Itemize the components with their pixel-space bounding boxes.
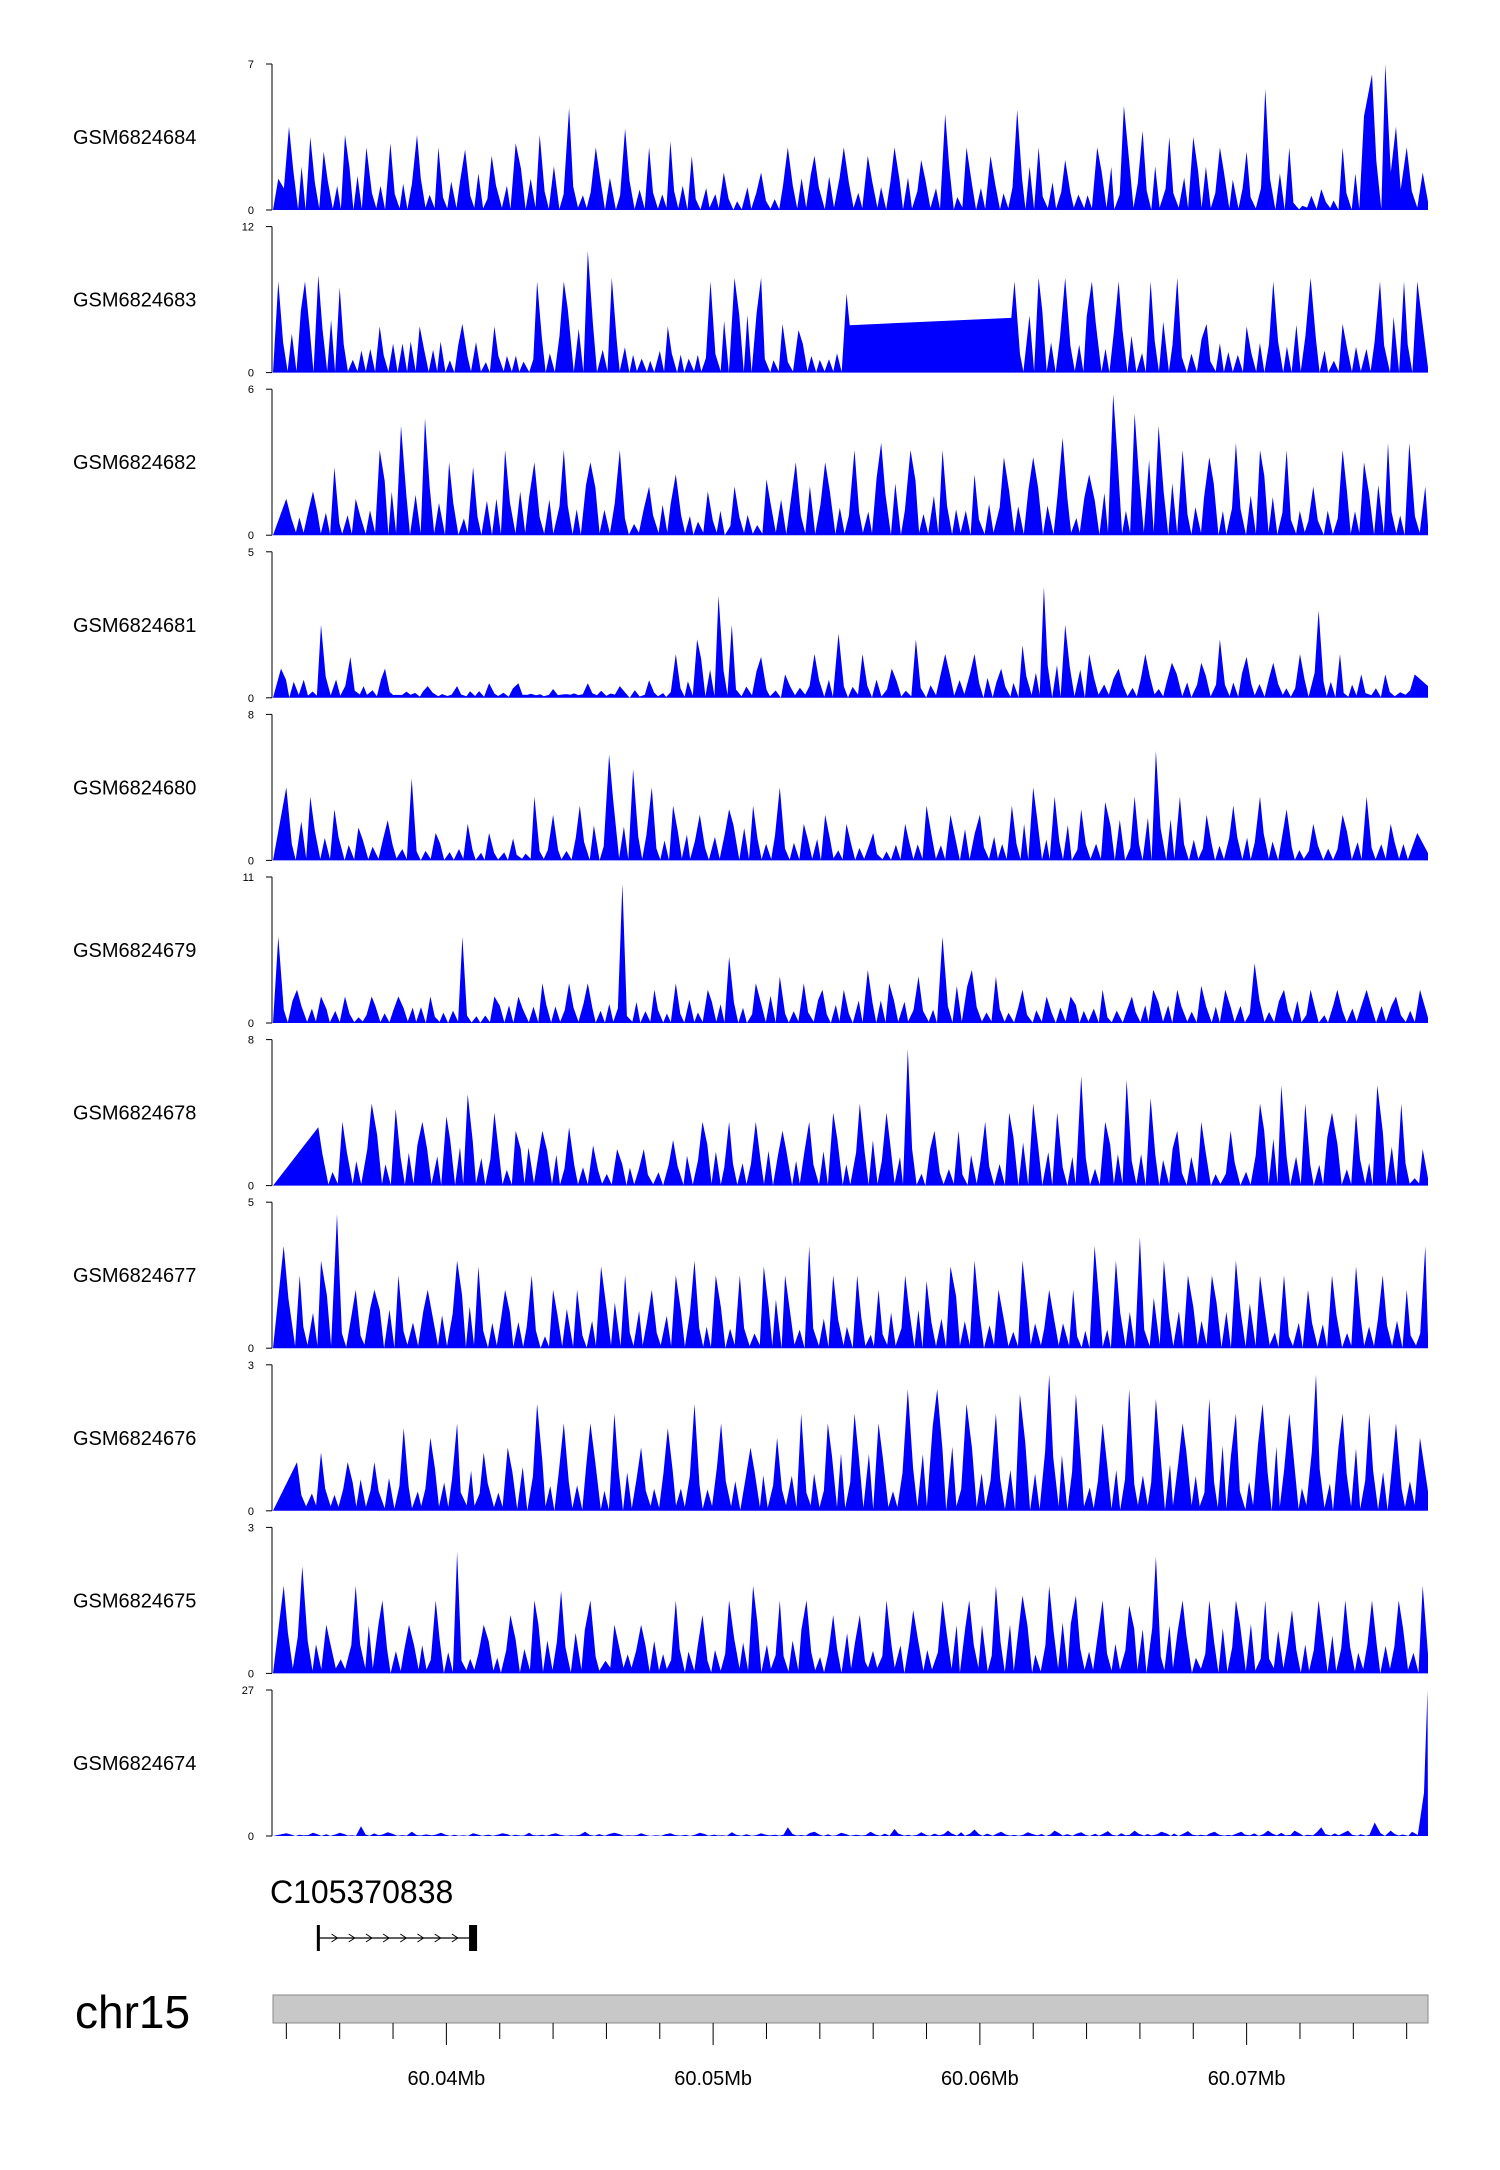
y-tick-label-max: 27 [242,1685,254,1697]
signal-area [273,586,1428,698]
y-tick-label-min: 0 [248,693,254,705]
signal-area [273,1690,1428,1836]
y-tick-label-max: 11 [243,872,254,884]
y-tick-label-max: 3 [248,1522,254,1534]
y-tick-label-max: 5 [248,1197,254,1209]
track-label: GSM6824679 [73,940,196,962]
signal-area [273,883,1428,1023]
track-GSM6824678: GSM6824678 8 0 [73,1035,1428,1193]
y-tick-label-min: 0 [248,205,254,217]
track-label: GSM6824681 [73,615,196,637]
ideogram-bar [272,1994,1429,2024]
y-tick-label-min: 0 [248,855,254,867]
track-GSM6824680: GSM6824680 8 0 [73,709,1428,867]
position-label: 60.07Mb [1208,2068,1286,2090]
gene-model [316,1925,478,1951]
track-label: GSM6824674 [73,1753,196,1775]
track-GSM6824676: GSM6824676 3 0 [73,1360,1428,1518]
track-GSM6824684: GSM6824684 7 0 [73,59,1428,217]
signal-area [273,1213,1428,1349]
track-GSM6824683: GSM6824683 12 0 [73,222,1428,380]
signal-area [273,1374,1428,1511]
signal-area [273,750,1428,861]
y-tick-label-max: 5 [248,547,254,559]
y-tick-label-max: 12 [242,222,254,234]
chromosome-ideogram-track: chr15 60.04Mb 60.05Mb 60.06Mb 60.07Mb [75,1986,1429,2090]
track-GSM6824682: GSM6824682 6 0 [73,384,1428,542]
track-label: GSM6824684 [73,127,196,149]
track-GSM6824675: GSM6824675 3 0 [73,1522,1428,1680]
gene-exon-end [469,1925,478,1951]
track-label: GSM6824683 [73,290,196,312]
position-label: 60.06Mb [941,2068,1019,2090]
y-tick-label-min: 0 [248,530,254,542]
track-GSM6824679: GSM6824679 11 0 [73,872,1428,1030]
strand-arrow-icon [400,1933,408,1943]
position-label: 60.05Mb [674,2068,752,2090]
chromosome-bar [272,1994,1429,2024]
track-GSM6824677: GSM6824677 5 0 [73,1197,1428,1355]
y-tick-label-max: 3 [248,1360,254,1372]
position-label: 60.04Mb [407,2068,485,2090]
y-tick-label-min: 0 [248,1506,254,1518]
signal-area [273,64,1428,210]
y-tick-label-max: 8 [248,709,254,721]
strand-arrow-icon [365,1933,373,1943]
y-tick-label-max: 7 [248,59,254,71]
y-tick-label-max: 6 [248,384,254,396]
y-tick-label-max: 8 [248,1035,254,1047]
y-tick-label-min: 0 [248,1343,254,1355]
track-GSM6824674: GSM6824674 27 0 [73,1685,1428,1843]
strand-arrow-icon [451,1933,459,1943]
gene-name-label: C105370838 [270,1874,453,1910]
gene-annotation-track: C105370838 [270,1874,478,1951]
y-tick-label-min: 0 [248,1181,254,1193]
track-GSM6824681: GSM6824681 5 0 [73,547,1428,705]
signal-tracks: GSM682468470GSM6824683120GSM682468260GSM… [73,59,1428,1843]
y-tick-label-min: 0 [248,1668,254,1680]
signal-area [273,250,1428,373]
strand-arrow-icon [331,1933,339,1943]
strand-arrow-icon [382,1933,391,1943]
chromosome-name-label: chr15 [75,1986,190,2038]
genome-position-axis: 60.04Mb 60.05Mb 60.06Mb 60.07Mb [285,2023,1408,2090]
y-tick-label-min: 0 [248,1018,254,1030]
track-label: GSM6824680 [73,777,196,799]
track-label: GSM6824678 [73,1103,196,1125]
track-label: GSM6824677 [73,1265,196,1287]
strand-arrow-icon [434,1933,442,1943]
strand-arrow-icon [348,1933,356,1943]
y-tick-label-min: 0 [248,1831,254,1843]
signal-area [273,394,1428,536]
y-tick-label-min: 0 [248,368,254,380]
track-label: GSM6824676 [73,1428,196,1450]
track-label: GSM6824682 [73,452,196,474]
signal-area [273,1551,1428,1674]
track-label: GSM6824675 [73,1590,196,1612]
strand-arrow-icon [417,1933,425,1943]
signal-area [273,1048,1428,1186]
gene-exon-start [316,1925,320,1951]
